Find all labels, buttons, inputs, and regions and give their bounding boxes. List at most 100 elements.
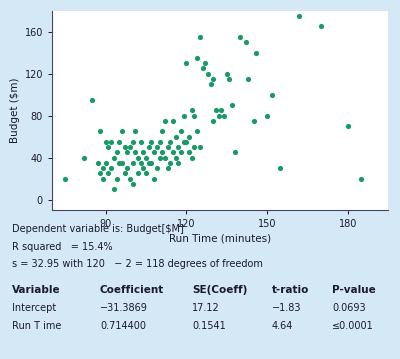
Text: −1.83: −1.83 xyxy=(272,303,302,313)
Point xyxy=(218,108,224,113)
Point xyxy=(205,71,211,76)
Point xyxy=(167,160,174,166)
Point xyxy=(97,129,104,134)
Point xyxy=(210,118,216,124)
Point xyxy=(358,176,364,181)
Point xyxy=(159,149,166,155)
Point xyxy=(154,165,160,171)
Point xyxy=(138,139,144,145)
Point xyxy=(111,186,117,192)
Point xyxy=(100,165,106,171)
Point xyxy=(121,144,128,150)
Point xyxy=(132,149,138,155)
Point xyxy=(108,139,114,145)
Point xyxy=(119,160,125,166)
Text: Intercept: Intercept xyxy=(12,303,56,313)
Point xyxy=(143,171,149,176)
Point xyxy=(148,139,155,145)
Text: R squared   = 15.4%: R squared = 15.4% xyxy=(12,242,113,252)
Point xyxy=(105,171,112,176)
Point xyxy=(146,160,152,166)
Point xyxy=(172,155,179,160)
Point xyxy=(94,160,101,166)
Point xyxy=(116,160,122,166)
Point xyxy=(127,176,133,181)
Text: −31.3869: −31.3869 xyxy=(100,303,148,313)
Point xyxy=(245,76,252,82)
Point xyxy=(199,66,206,71)
Point xyxy=(162,118,168,124)
Point xyxy=(108,165,114,171)
Point xyxy=(221,113,227,118)
Point xyxy=(213,108,219,113)
Point xyxy=(146,144,152,150)
Point xyxy=(167,139,174,145)
Point xyxy=(229,102,235,108)
Point xyxy=(264,113,270,118)
Text: 0.0693: 0.0693 xyxy=(332,303,366,313)
Text: Run T ime: Run T ime xyxy=(12,321,61,331)
Point xyxy=(135,171,141,176)
Point xyxy=(143,155,149,160)
Point xyxy=(151,149,157,155)
Point xyxy=(186,134,192,140)
Point xyxy=(140,149,146,155)
Point xyxy=(100,176,106,181)
Y-axis label: Budget ($m): Budget ($m) xyxy=(10,78,20,143)
Point xyxy=(237,34,243,40)
Point xyxy=(178,129,184,134)
Point xyxy=(242,39,249,45)
Point xyxy=(127,144,133,150)
Point xyxy=(102,160,109,166)
Point xyxy=(197,144,203,150)
Point xyxy=(180,139,187,145)
Point xyxy=(318,24,324,29)
Point xyxy=(124,149,130,155)
Text: P-value: P-value xyxy=(332,285,376,295)
Point xyxy=(207,81,214,87)
Point xyxy=(232,149,238,155)
Point xyxy=(116,139,122,145)
Point xyxy=(250,118,257,124)
Point xyxy=(62,176,69,181)
Point xyxy=(156,155,163,160)
Text: 0.1541: 0.1541 xyxy=(192,321,226,331)
Point xyxy=(186,149,192,155)
Point xyxy=(119,129,125,134)
Point xyxy=(183,139,190,145)
Point xyxy=(197,34,203,40)
Point xyxy=(224,71,230,76)
Point xyxy=(135,155,141,160)
Point xyxy=(156,139,163,145)
Text: Dependent variable is: Budget[$M]: Dependent variable is: Budget[$M] xyxy=(12,224,184,234)
Point xyxy=(180,113,187,118)
Point xyxy=(183,60,190,66)
Point xyxy=(170,149,176,155)
Point xyxy=(188,108,195,113)
Point xyxy=(105,144,112,150)
Point xyxy=(148,160,155,166)
Point xyxy=(277,165,284,171)
Point xyxy=(162,155,168,160)
Point xyxy=(194,129,200,134)
Point xyxy=(111,155,117,160)
Point xyxy=(296,13,302,19)
Point xyxy=(172,134,179,140)
Point xyxy=(154,144,160,150)
Text: ≤0.0001: ≤0.0001 xyxy=(332,321,374,331)
Text: 0.714400: 0.714400 xyxy=(100,321,146,331)
Point xyxy=(344,123,351,129)
Point xyxy=(140,165,146,171)
Text: s = 32.95 with 120   − 2 = 118 degrees of freedom: s = 32.95 with 120 − 2 = 118 degrees of … xyxy=(12,259,263,269)
Text: t-ratio: t-ratio xyxy=(272,285,309,295)
Text: Variable: Variable xyxy=(12,285,61,295)
Point xyxy=(226,76,233,82)
Point xyxy=(138,160,144,166)
Point xyxy=(132,129,138,134)
Point xyxy=(194,55,200,61)
Point xyxy=(210,76,216,82)
Point xyxy=(97,171,104,176)
Point xyxy=(202,60,208,66)
Point xyxy=(130,139,136,145)
Point xyxy=(269,92,276,98)
